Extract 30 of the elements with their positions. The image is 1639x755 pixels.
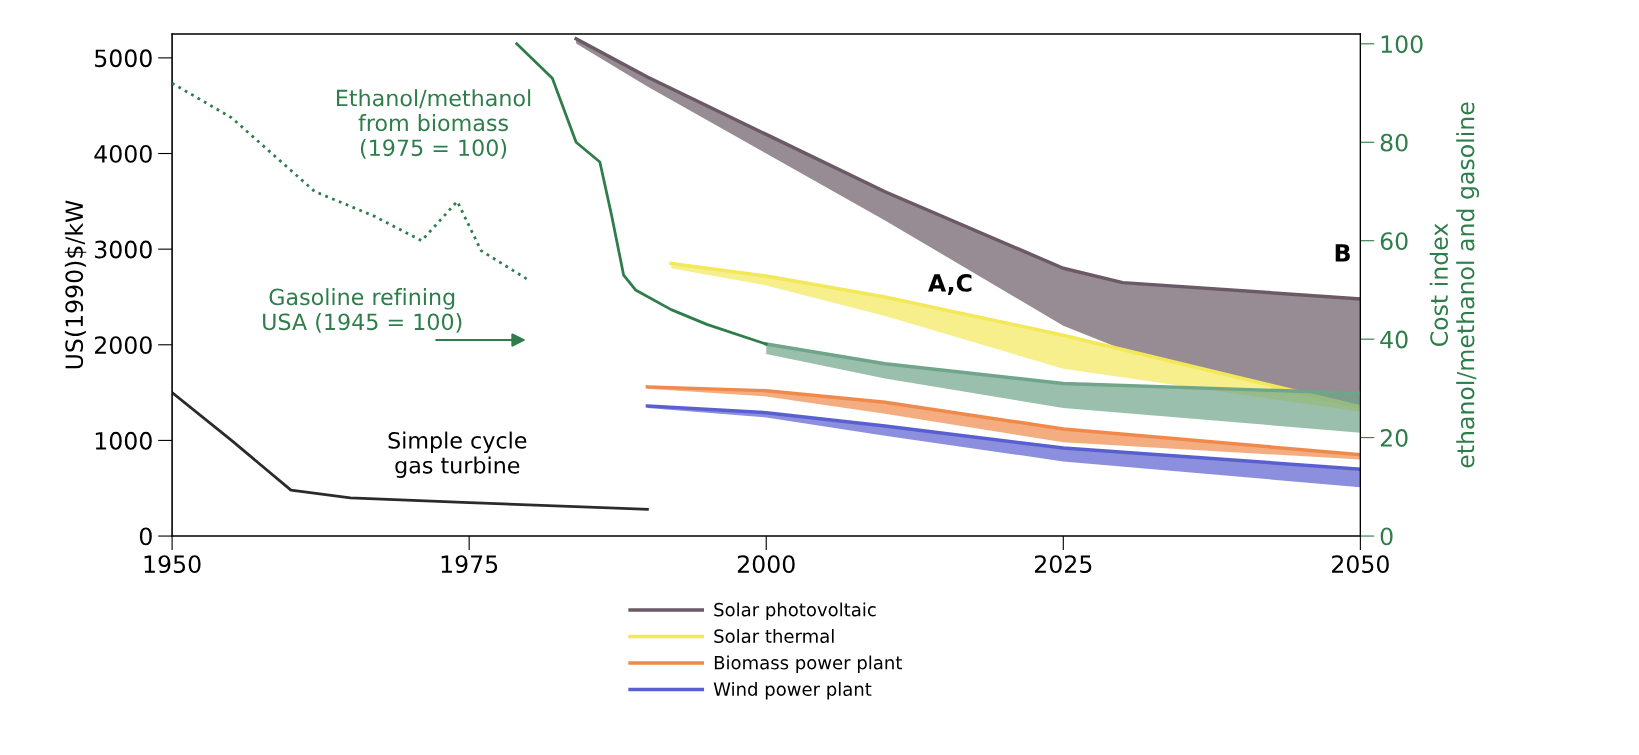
x-tick-label: 2000 [737,555,795,574]
y-tick-label: 3000 [95,240,152,259]
legend-label: Biomass power plant [714,655,902,673]
legend-label: Wind power plant [713,682,872,700]
series-label: Gasoline refining USA (1945 = 100) [263,288,462,333]
legend-label: Solar photovoltaic [714,602,876,620]
y-tick-label: 2000 [94,336,152,355]
annotation: A,C [928,274,972,295]
y-tick-label: 4000 [94,144,152,163]
x-tick-label: 1975 [441,555,498,574]
y-tick-label: 5000 [95,49,152,68]
x-tick-label: 2025 [1034,555,1092,574]
annotation: B [1335,244,1350,262]
y-axis-title: US(1990)$/kW [64,200,87,369]
y2-tick-label: 60 [1380,232,1408,251]
line-series [172,81,530,282]
line-series [172,391,649,511]
y-tick-label: 0 [139,527,152,546]
x-tick-label: 2050 [1332,555,1389,574]
y2-tick-label: 80 [1380,133,1408,152]
y2-tick-label: 40 [1380,330,1408,349]
y2-tick-label: 100 [1381,35,1423,54]
series-label: Ethanol/methanol from biomass (1975 = 100) [337,89,531,159]
y-tick-label: 1000 [95,431,152,450]
y2-tick-label: 0 [1380,527,1393,546]
series-label: Simple cycle gas turbine [388,431,527,478]
x-tick-label: 1950 [144,555,201,574]
y2-axis-title: Cost index ethanol/methanol and gasoline [1429,102,1480,468]
legend-label: Solar thermal [714,629,834,643]
y2-tick-label: 20 [1380,429,1408,447]
